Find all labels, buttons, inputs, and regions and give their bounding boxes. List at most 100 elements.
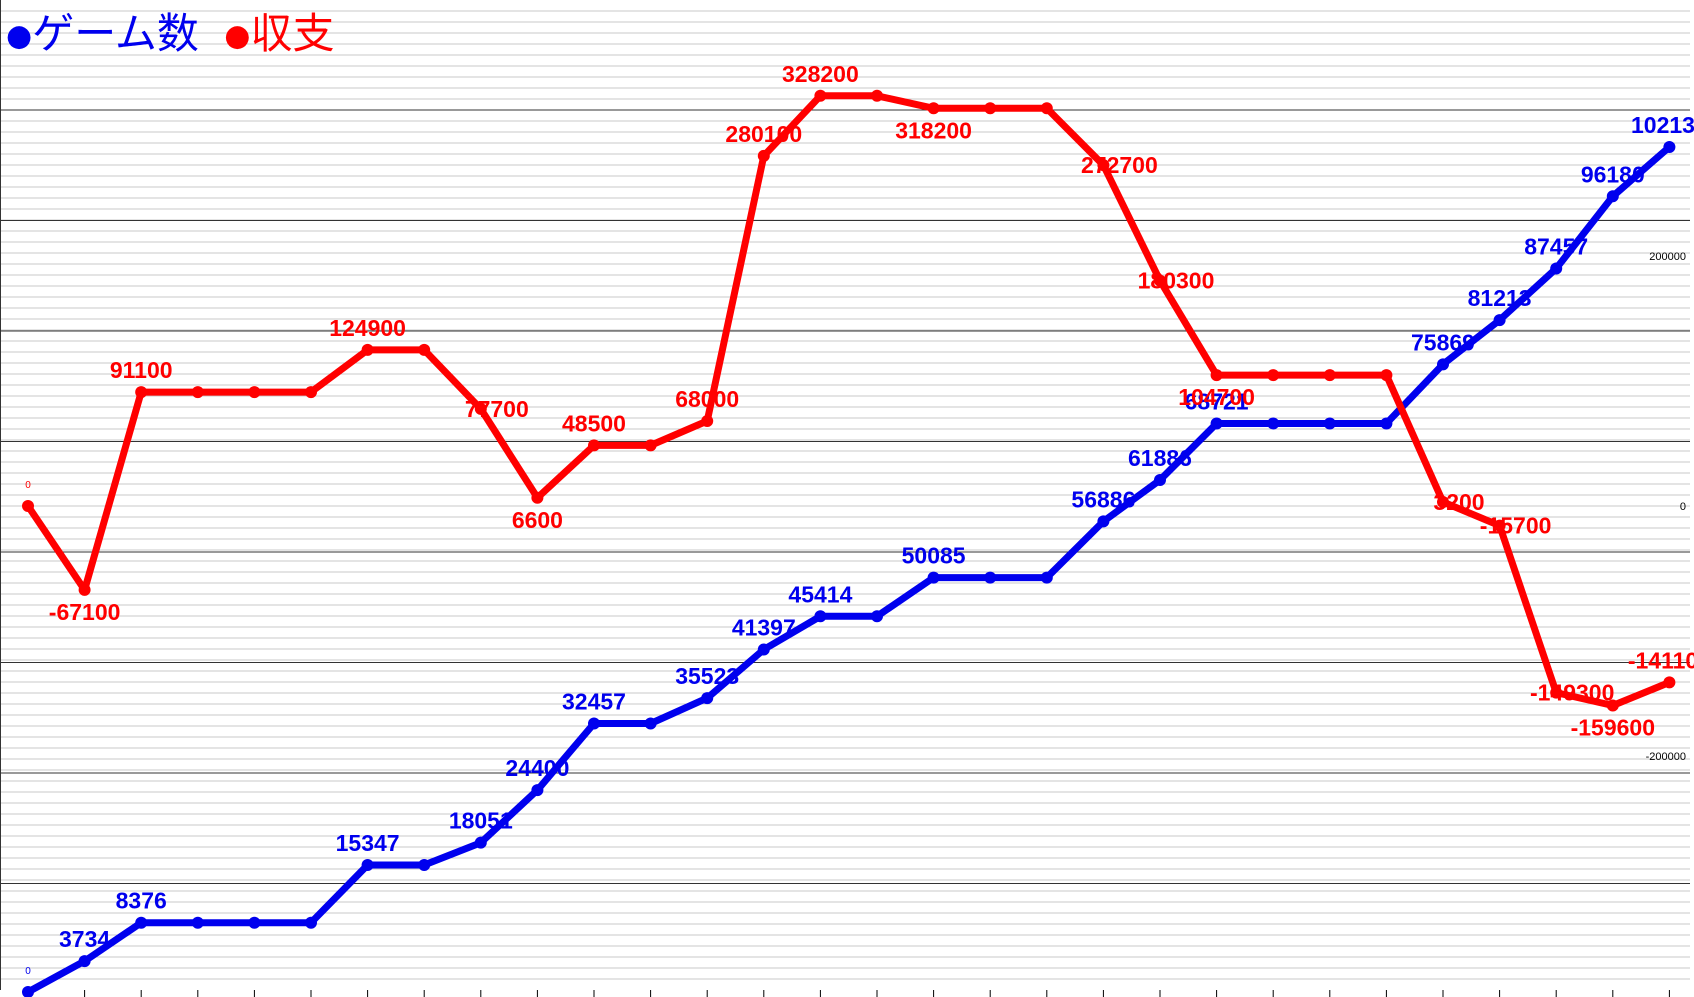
- data-point-games: [871, 610, 883, 623]
- data-label-games: 3734: [59, 926, 110, 952]
- data-label-games: 96180: [1581, 161, 1645, 187]
- series-line-games: [24, 143, 1673, 996]
- data-point-games: [361, 859, 374, 872]
- data-point-balance: [135, 386, 148, 399]
- data-label-games: 18051: [449, 808, 513, 834]
- data-point-balance: [588, 439, 600, 452]
- data-point-balance: [1663, 676, 1676, 689]
- right-axis-tick-label: -200000: [1646, 751, 1686, 763]
- data-point-games: [1267, 417, 1280, 430]
- data-point-games: [1606, 190, 1619, 203]
- data-label-games: 15347: [336, 830, 400, 856]
- data-point-games: [1097, 515, 1110, 528]
- legend-marker-games: ●: [6, 18, 33, 54]
- data-label-games: 61886: [1128, 445, 1192, 471]
- data-point-games: [644, 717, 657, 730]
- data-point-games: [588, 717, 600, 730]
- data-label-balance: 180300: [1138, 268, 1215, 294]
- data-label-balance: 6600: [512, 507, 563, 533]
- data-point-balance: [927, 102, 940, 115]
- start-label-games: 0: [25, 966, 31, 977]
- data-point-games: [1323, 417, 1336, 430]
- data-point-games: [984, 571, 997, 584]
- data-point-balance: [701, 415, 714, 427]
- data-point-balance: [1040, 102, 1053, 115]
- data-point-games: [927, 571, 940, 584]
- data-point-balance: [418, 343, 431, 356]
- data-point-games: [135, 916, 148, 929]
- data-label-balance: 328200: [782, 61, 859, 87]
- series-line-balance: [24, 92, 1673, 709]
- right-axis-tick-label: 200000: [1649, 251, 1686, 263]
- data-label-games: 75869: [1411, 329, 1475, 355]
- data-point-games: [1663, 141, 1676, 153]
- legend-item-games: ●ゲーム数: [6, 4, 199, 67]
- data-label-balance: 272700: [1081, 152, 1158, 178]
- data-label-games: 81213: [1468, 285, 1532, 311]
- data-point-balance: [1154, 274, 1166, 287]
- data-label-balance: -141100: [1628, 647, 1694, 673]
- data-point-balance: [814, 89, 827, 102]
- data-point-games: [814, 610, 827, 623]
- data-label-balance: 68000: [675, 386, 739, 412]
- data-label-balance: 48500: [562, 410, 626, 436]
- data-point-games: [1040, 571, 1053, 584]
- data-point-games: [1380, 417, 1393, 430]
- data-label-balance: 77700: [465, 396, 529, 422]
- data-point-balance: [474, 402, 487, 415]
- data-point-games: [757, 643, 770, 656]
- data-point-balance: [757, 149, 770, 162]
- data-point-balance: [644, 439, 657, 452]
- data-point-games: [474, 836, 487, 849]
- data-point-balance: [1437, 496, 1449, 508]
- data-point-games: [1493, 314, 1506, 327]
- data-point-games: [1550, 262, 1563, 275]
- data-point-balance: [531, 491, 544, 504]
- legend-label-games: ゲーム数: [32, 9, 199, 58]
- data-point-balance: [78, 583, 91, 596]
- data-label-games: 32457: [562, 688, 626, 714]
- data-point-balance: [1550, 686, 1563, 699]
- data-label-balance: 124900: [329, 315, 406, 341]
- data-point-balance: [1380, 369, 1393, 382]
- data-point-games: [418, 859, 431, 872]
- legend-label-balance: 収支: [250, 9, 335, 58]
- data-point-balance: [1323, 369, 1336, 382]
- data-label-balance: 3200: [1433, 489, 1484, 515]
- data-label-balance: -149300: [1530, 680, 1614, 706]
- data-label-games: 45414: [788, 581, 852, 607]
- data-label-games: 50085: [902, 543, 966, 569]
- data-label-balance: 104700: [1178, 384, 1255, 410]
- data-label-games: 56886: [1071, 486, 1135, 512]
- data-point-balance: [1606, 699, 1619, 712]
- data-label-balance: -159600: [1571, 715, 1655, 741]
- data-label-games: 102137: [1631, 112, 1694, 138]
- data-point-balance: [1097, 159, 1110, 172]
- data-point-games: [248, 916, 261, 929]
- data-point-games: [701, 692, 714, 705]
- data-label-games: 87457: [1524, 233, 1588, 259]
- data-point-balance: [1493, 519, 1506, 532]
- legend-item-balance: ●収支: [224, 4, 334, 67]
- data-label-balance: 91100: [110, 357, 173, 383]
- right-axis-tick-label: 0: [1680, 501, 1686, 513]
- data-label-balance: 318200: [895, 117, 972, 143]
- data-point-games: [531, 784, 544, 797]
- data-label-games: 8376: [116, 888, 167, 914]
- data-point-balance: [1210, 369, 1223, 382]
- data-label-games: 41397: [732, 615, 796, 641]
- data-label-balance: -15700: [1480, 513, 1552, 539]
- data-label-games: 68721: [1185, 388, 1249, 414]
- data-label-games: 24400: [505, 755, 569, 781]
- data-point-games: [78, 955, 91, 968]
- data-point-balance: [248, 386, 261, 399]
- data-point-games: [22, 986, 34, 997]
- data-point-balance: [305, 386, 317, 399]
- data-label-balance: -67100: [49, 599, 121, 625]
- data-point-balance: [22, 500, 34, 512]
- data-label-balance: 280100: [725, 121, 802, 147]
- start-label-balance: 0: [25, 480, 31, 491]
- data-point-games: [1437, 358, 1449, 371]
- data-point-balance: [871, 89, 883, 102]
